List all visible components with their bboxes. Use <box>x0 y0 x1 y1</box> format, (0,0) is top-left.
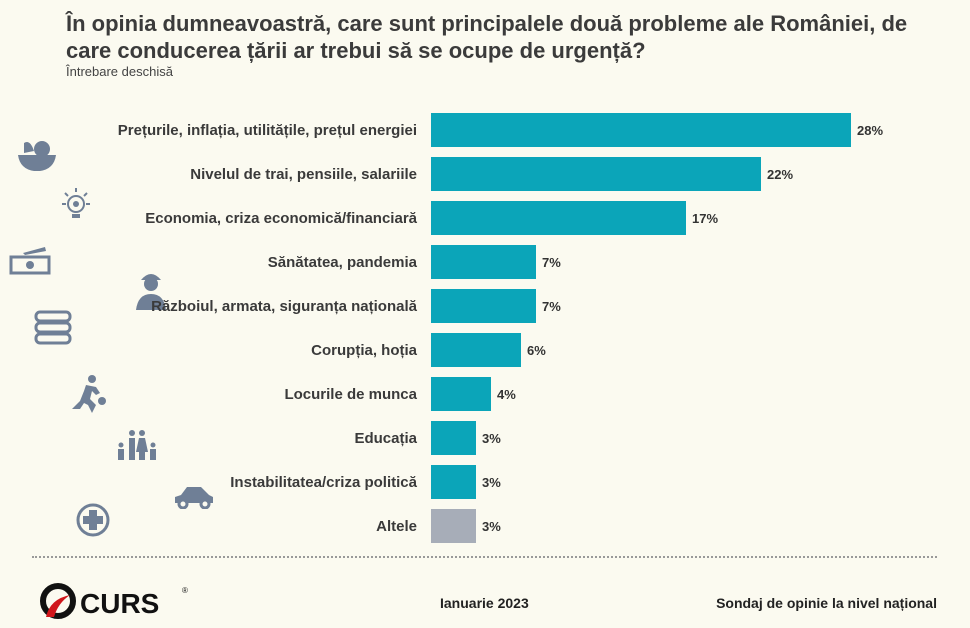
divider <box>32 556 937 558</box>
data-label: 3% <box>482 519 501 534</box>
category-label: Corupția, hoția <box>311 342 417 359</box>
bar <box>431 509 476 543</box>
bar <box>431 113 851 147</box>
curs-logo: CURS ® <box>40 583 188 619</box>
survey-source: Sondaj de opinie la nivel național <box>716 595 937 611</box>
family-icon <box>118 430 156 460</box>
bar <box>431 421 476 455</box>
category-label: Economia, criza economică/financiară <box>145 210 417 227</box>
medical-cross-icon <box>76 503 110 537</box>
data-label: 6% <box>527 343 546 358</box>
bar <box>431 465 476 499</box>
bar <box>431 201 686 235</box>
fruit-bowl-icon <box>18 141 56 171</box>
money-icon <box>9 247 51 275</box>
lightbulb-gear-icon <box>62 188 90 218</box>
data-label: 4% <box>497 387 516 402</box>
category-label: Educația <box>354 430 417 447</box>
data-label: 17% <box>692 211 718 226</box>
subtitle: Întrebare deschisă <box>66 64 173 79</box>
bar <box>431 157 761 191</box>
category-label: Instabilitatea/criza politică <box>230 474 417 491</box>
books-icon <box>34 310 72 345</box>
bar <box>431 245 536 279</box>
category-label: Locurile de munca <box>284 386 417 403</box>
category-label: Nivelul de trai, pensiile, salariile <box>190 166 417 183</box>
bar-chart: Prețurile, inflația, utilitățile, prețul… <box>118 113 883 543</box>
data-label: 3% <box>482 431 501 446</box>
svg-text:®: ® <box>182 586 188 595</box>
runner-icon <box>72 375 106 413</box>
category-label: Sănătatea, pandemia <box>268 254 418 271</box>
page-title: În opinia dumneavoastră, care sunt princ… <box>66 11 908 63</box>
data-label: 7% <box>542 255 561 270</box>
bar <box>431 377 491 411</box>
category-label: Războiul, armata, siguranța națională <box>151 298 418 315</box>
car-icon <box>175 487 213 509</box>
data-label: 22% <box>767 167 793 182</box>
bar <box>431 333 521 367</box>
survey-date: Ianuarie 2023 <box>440 595 529 611</box>
soldier-icon <box>136 274 166 310</box>
svg-text:CURS: CURS <box>80 588 159 619</box>
category-label: Altele <box>376 518 417 535</box>
bar <box>431 289 536 323</box>
data-label: 28% <box>857 123 883 138</box>
data-label: 7% <box>542 299 561 314</box>
data-label: 3% <box>482 475 501 490</box>
category-label: Prețurile, inflația, utilitățile, prețul… <box>118 122 417 139</box>
